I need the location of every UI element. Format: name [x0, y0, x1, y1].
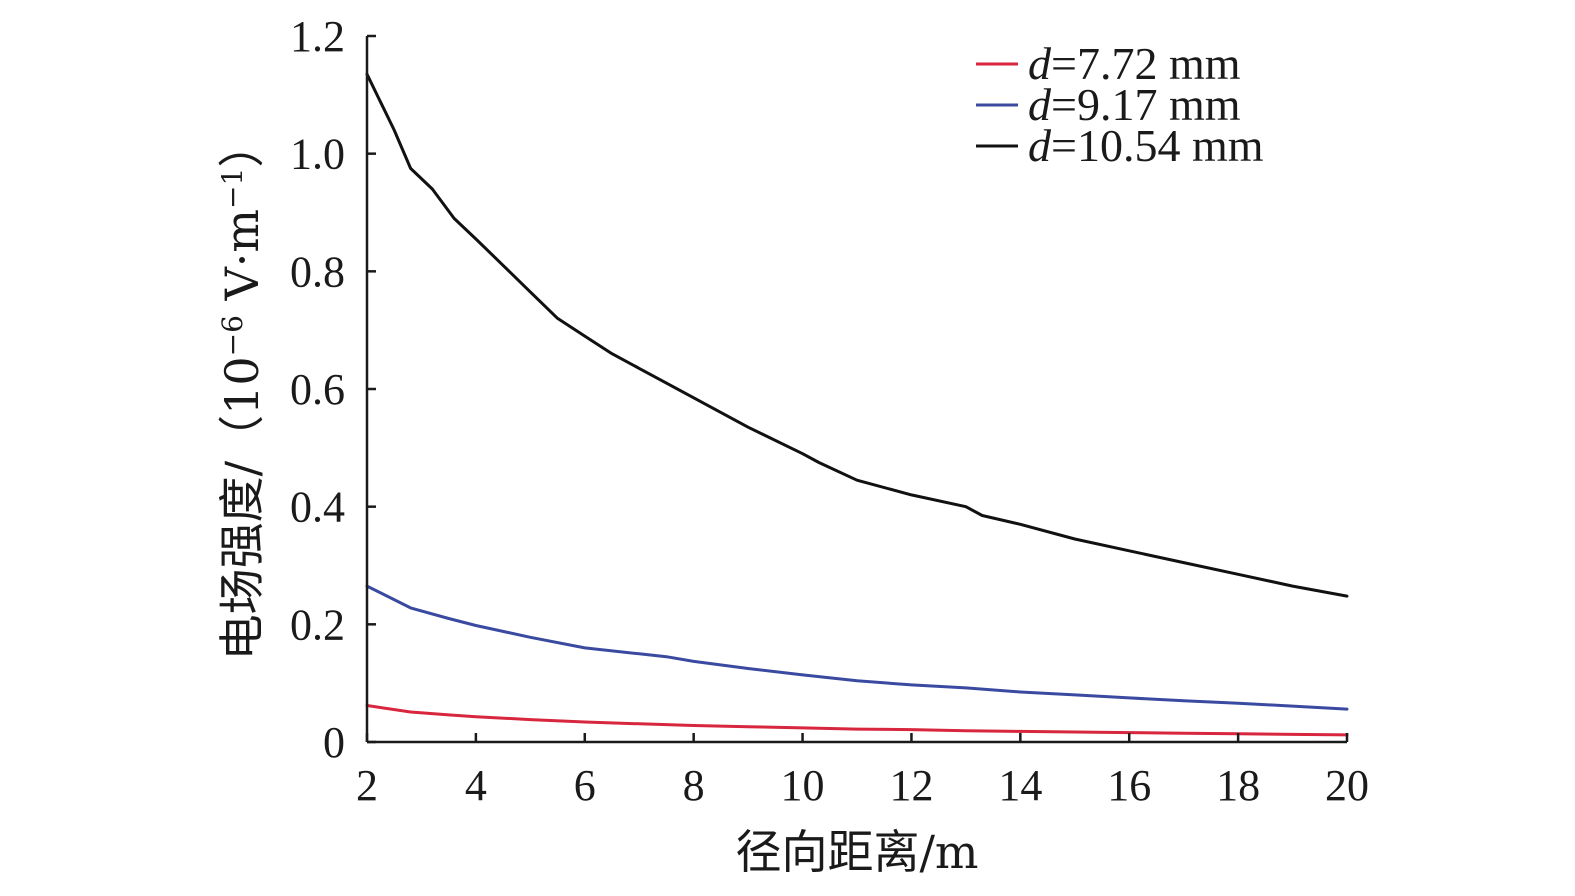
legend-label-3: d=10.54 mm: [1028, 120, 1264, 171]
legend-label-rest: =10.54 mm: [1051, 120, 1264, 171]
y-axis-label-unit-mid: V·m: [215, 209, 269, 315]
y-tick-label: 1.0: [290, 130, 345, 179]
y-tick-label: 0.6: [290, 365, 345, 414]
y-axis-label: 电场强度/（10−6 V·m−1）: [215, 122, 269, 661]
x-tick-label: 16: [1107, 761, 1151, 810]
series-line-2: [365, 584, 1349, 711]
y-tick-label: 0: [323, 718, 345, 767]
y-axis-label-prefix: 电场强度/（: [215, 415, 269, 661]
legend-label-var: d: [1028, 120, 1052, 171]
legend-label-var: d: [1028, 79, 1052, 130]
y-tick-label: 0.2: [290, 600, 345, 649]
x-tick-label: 2: [356, 761, 378, 810]
y-tick-label: 0.4: [290, 483, 345, 532]
legend: d=7.72 mmd=9.17 mmd=10.54 mm: [976, 38, 1264, 171]
series-line-1: [365, 704, 1349, 737]
y-axis-label-unit-exp2: −1: [216, 168, 249, 209]
legend-label-1: d=7.72 mm: [1028, 38, 1241, 89]
x-axis-label: 径向距离/m: [735, 825, 978, 879]
x-tick-label: 6: [574, 761, 596, 810]
legend-label-rest: =9.17 mm: [1051, 79, 1241, 130]
y-axis-label-unit-exp: −6: [216, 315, 249, 356]
y-axis-label-unit-base: 10: [215, 356, 269, 415]
legend-label-rest: =7.72 mm: [1051, 38, 1241, 89]
legend-label-var: d: [1028, 38, 1052, 89]
y-tick-label: 1.2: [290, 12, 345, 61]
y-tick-label: 0.8: [290, 247, 345, 296]
legend-label-2: d=9.17 mm: [1028, 79, 1241, 130]
x-tick-label: 18: [1216, 761, 1260, 810]
x-tick-label: 14: [998, 761, 1042, 810]
x-tick-label: 8: [683, 761, 705, 810]
x-tick-label: 20: [1325, 761, 1369, 810]
series-layer: [365, 72, 1349, 737]
x-tick-label: 10: [781, 761, 825, 810]
ticks-layer: 2 4 6 8 10 12 14 16 18 20 0 0.2 0.4 0.6 0.8 1.0 1.2: [290, 12, 1369, 810]
x-tick-label: 4: [465, 761, 487, 810]
x-tick-label: 12: [889, 761, 933, 810]
y-axis-label-suffix: ）: [215, 122, 269, 168]
series-line-3: [365, 72, 1349, 598]
